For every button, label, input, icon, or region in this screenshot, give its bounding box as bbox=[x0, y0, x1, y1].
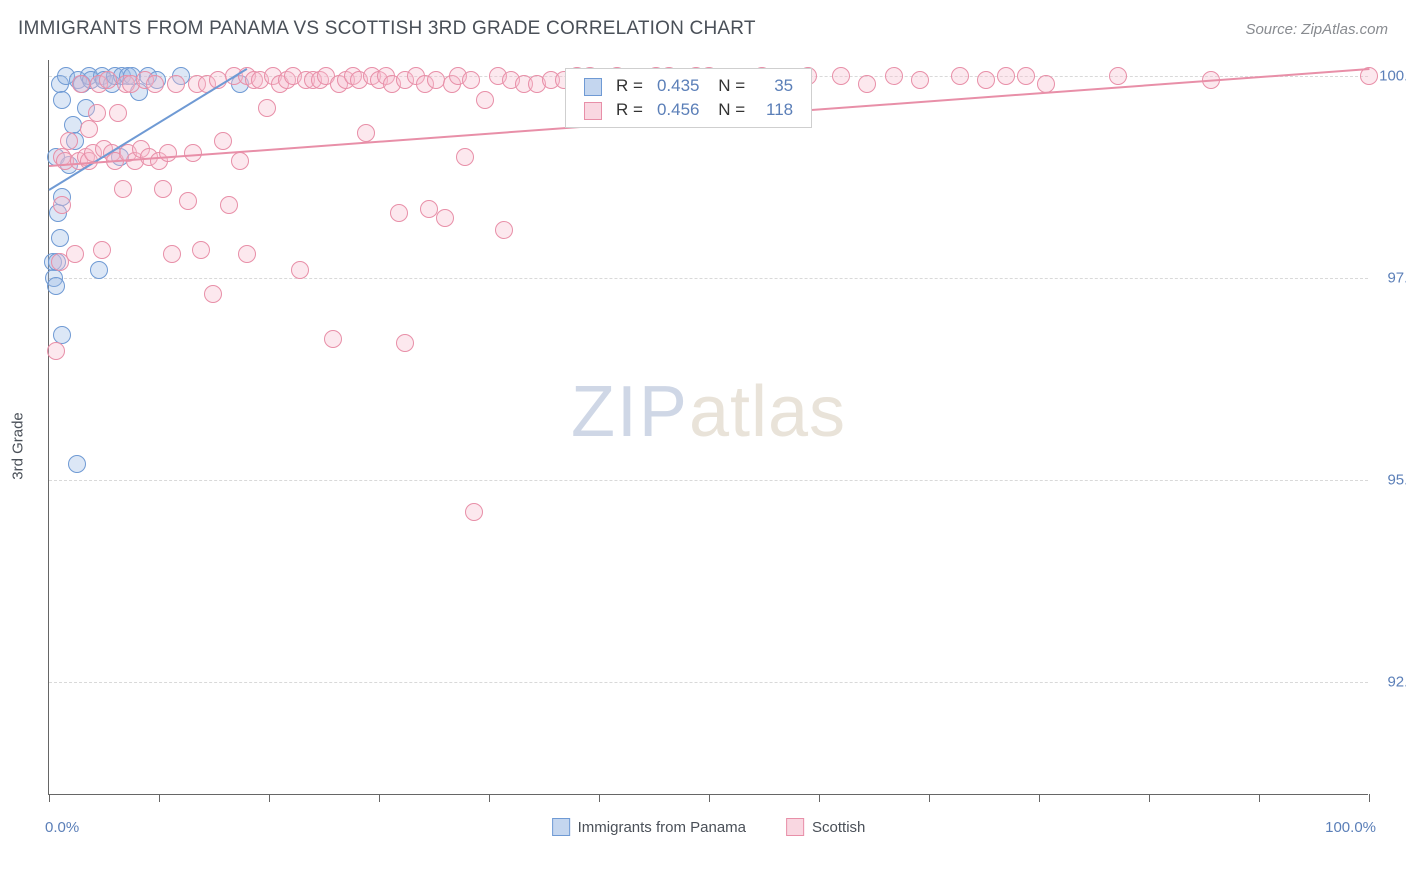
data-point-scottish bbox=[220, 196, 238, 214]
x-tick bbox=[599, 794, 600, 802]
stats-N-label: N = bbox=[707, 99, 751, 121]
data-point-panama bbox=[90, 261, 108, 279]
legend-label-scottish: Scottish bbox=[812, 819, 865, 836]
data-point-scottish bbox=[832, 67, 850, 85]
x-tick bbox=[159, 794, 160, 802]
x-tick bbox=[269, 794, 270, 802]
data-point-scottish bbox=[1109, 67, 1127, 85]
stats-R-value-scottish: 0.456 bbox=[651, 99, 706, 121]
stats-row-scottish: R =0.456 N =118 bbox=[578, 99, 799, 121]
data-point-scottish bbox=[258, 99, 276, 117]
y-tick-label: 92.5% bbox=[1374, 673, 1406, 690]
data-point-scottish bbox=[911, 71, 929, 89]
stats-row-panama: R =0.435 N =35 bbox=[578, 75, 799, 97]
stats-N-value-panama: 35 bbox=[753, 75, 799, 97]
watermark-part2: atlas bbox=[689, 372, 846, 452]
stats-R-label: R = bbox=[610, 75, 649, 97]
data-point-scottish bbox=[53, 196, 71, 214]
x-tick bbox=[819, 794, 820, 802]
y-tick-label: 95.0% bbox=[1374, 472, 1406, 489]
grid-line bbox=[49, 682, 1368, 683]
x-tick bbox=[489, 794, 490, 802]
data-point-scottish bbox=[465, 503, 483, 521]
y-axis-title: 3rd Grade bbox=[10, 412, 27, 480]
data-point-scottish bbox=[72, 75, 90, 93]
data-point-scottish bbox=[47, 342, 65, 360]
chart-title: IMMIGRANTS FROM PANAMA VS SCOTTISH 3RD G… bbox=[18, 18, 756, 40]
data-point-scottish bbox=[396, 334, 414, 352]
legend-item-scottish: Scottish bbox=[786, 818, 865, 836]
data-point-scottish bbox=[93, 241, 111, 259]
data-point-scottish bbox=[114, 180, 132, 198]
data-point-scottish bbox=[66, 245, 84, 263]
data-point-scottish bbox=[88, 104, 106, 122]
data-point-scottish bbox=[80, 120, 98, 138]
source-label: Source: ZipAtlas.com bbox=[1245, 21, 1388, 38]
data-point-scottish bbox=[324, 330, 342, 348]
x-tick bbox=[49, 794, 50, 802]
data-point-scottish bbox=[977, 71, 995, 89]
x-tick bbox=[929, 794, 930, 802]
data-point-scottish bbox=[390, 204, 408, 222]
data-point-scottish bbox=[179, 192, 197, 210]
data-point-scottish bbox=[231, 152, 249, 170]
grid-line bbox=[49, 278, 1368, 279]
data-point-panama bbox=[53, 91, 71, 109]
legend-swatch-scottish bbox=[786, 818, 804, 836]
y-tick-label: 97.5% bbox=[1374, 270, 1406, 287]
data-point-panama bbox=[51, 229, 69, 247]
stats-N-label: N = bbox=[707, 75, 751, 97]
x-tick bbox=[1149, 794, 1150, 802]
data-point-scottish bbox=[184, 144, 202, 162]
watermark: ZIPatlas bbox=[571, 371, 846, 453]
bottom-legend: Immigrants from Panama Scottish bbox=[552, 818, 866, 836]
grid-line bbox=[49, 480, 1368, 481]
data-point-scottish bbox=[204, 285, 222, 303]
data-point-scottish bbox=[192, 241, 210, 259]
watermark-part1: ZIP bbox=[571, 372, 689, 452]
data-point-scottish bbox=[858, 75, 876, 93]
legend-label-panama: Immigrants from Panama bbox=[578, 819, 746, 836]
x-axis-min-label: 0.0% bbox=[45, 819, 79, 836]
x-tick bbox=[1369, 794, 1370, 802]
data-point-scottish bbox=[109, 104, 127, 122]
data-point-scottish bbox=[997, 67, 1015, 85]
stats-R-value-panama: 0.435 bbox=[651, 75, 706, 97]
data-point-scottish bbox=[159, 144, 177, 162]
data-point-scottish bbox=[154, 180, 172, 198]
plot-area: ZIPatlas 0.0% 100.0% Immigrants from Pan… bbox=[48, 60, 1368, 795]
data-point-scottish bbox=[146, 75, 164, 93]
legend-swatch-panama bbox=[584, 78, 602, 96]
data-point-panama bbox=[68, 455, 86, 473]
x-tick bbox=[709, 794, 710, 802]
stats-R-label: R = bbox=[610, 99, 649, 121]
data-point-scottish bbox=[456, 148, 474, 166]
x-tick bbox=[1259, 794, 1260, 802]
data-point-scottish bbox=[495, 221, 513, 239]
stats-legend-box: R =0.435 N =35R =0.456 N =118 bbox=[565, 68, 812, 128]
data-point-scottish bbox=[214, 132, 232, 150]
data-point-scottish bbox=[462, 71, 480, 89]
data-point-panama bbox=[47, 277, 65, 295]
data-point-scottish bbox=[167, 75, 185, 93]
data-point-scottish bbox=[1017, 67, 1035, 85]
data-point-scottish bbox=[238, 245, 256, 263]
x-axis-max-label: 100.0% bbox=[1325, 819, 1376, 836]
data-point-scottish bbox=[885, 67, 903, 85]
data-point-scottish bbox=[951, 67, 969, 85]
data-point-scottish bbox=[436, 209, 454, 227]
x-tick bbox=[379, 794, 380, 802]
data-point-scottish bbox=[163, 245, 181, 263]
stats-N-value-scottish: 118 bbox=[753, 99, 799, 121]
data-point-scottish bbox=[476, 91, 494, 109]
data-point-scottish bbox=[99, 71, 117, 89]
data-point-scottish bbox=[60, 132, 78, 150]
legend-swatch-panama bbox=[552, 818, 570, 836]
legend-swatch-scottish bbox=[584, 102, 602, 120]
data-point-scottish bbox=[291, 261, 309, 279]
y-tick-label: 100.0% bbox=[1374, 68, 1406, 85]
data-point-scottish bbox=[357, 124, 375, 142]
x-tick bbox=[1039, 794, 1040, 802]
legend-item-panama: Immigrants from Panama bbox=[552, 818, 746, 836]
